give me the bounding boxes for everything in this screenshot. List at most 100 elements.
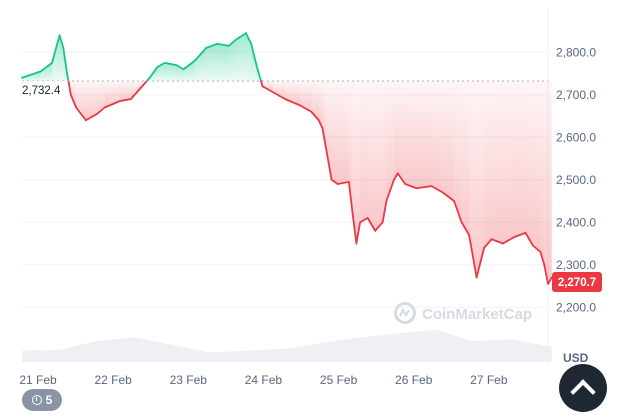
area-segment-41-0 bbox=[367, 80, 376, 231]
area-segment-61-0 bbox=[540, 80, 545, 265]
price-line-segment-26-0 bbox=[255, 64, 262, 82]
reference-price-label: 2,732.4 bbox=[22, 85, 61, 97]
price-line-segment-46-0 bbox=[396, 172, 407, 185]
price-line-segment-23-0 bbox=[235, 32, 247, 41]
price-line-segment-51-0 bbox=[453, 200, 463, 224]
area-segment-25-0 bbox=[251, 43, 257, 81]
price-line-segment-0-0 bbox=[21, 70, 42, 79]
price-line-segment-42-0 bbox=[374, 221, 384, 232]
price-line-segment-50-0 bbox=[441, 191, 455, 202]
area-segment-62-0 bbox=[544, 80, 548, 284]
price-line-segment-33-0 bbox=[321, 127, 328, 151]
area-segment-22-0 bbox=[228, 39, 237, 81]
price-line-segment-10-0 bbox=[103, 100, 121, 109]
area-segment-11-0 bbox=[119, 80, 131, 102]
history-count: 5 bbox=[45, 393, 53, 407]
area-segment-56-0 bbox=[491, 80, 503, 244]
price-line-segment-14-0 bbox=[148, 66, 159, 79]
area-segment-59-0 bbox=[525, 80, 533, 246]
price-line-segment-41-0 bbox=[366, 217, 377, 232]
area-segment-38-0 bbox=[352, 80, 357, 244]
area-segment-10-0 bbox=[104, 80, 120, 108]
price-line-segment-27-0 bbox=[261, 85, 275, 94]
area-segment-58-0 bbox=[514, 80, 526, 238]
price-line-segment-25-0 bbox=[250, 42, 258, 66]
price-line-segment-1-0 bbox=[39, 61, 53, 73]
area-segment-18-0 bbox=[183, 60, 195, 81]
area-segment-2-0 bbox=[52, 35, 60, 81]
area-segment-27-0 bbox=[262, 80, 274, 93]
price-line-segment-39-0 bbox=[355, 221, 362, 245]
price-line-segment-5-1 bbox=[67, 80, 72, 96]
current-price-label: 2,270.7 bbox=[558, 277, 596, 289]
price-line-segment-16-0 bbox=[163, 61, 177, 66]
coinmarketcap-logo-icon bbox=[394, 302, 416, 324]
price-line-segment-63-0 bbox=[547, 276, 553, 285]
price-line-segment-56-0 bbox=[490, 238, 504, 245]
area-segment-45-0 bbox=[393, 80, 398, 180]
y-tick-label-1: 2,300.0 bbox=[556, 258, 596, 272]
price-line-segment-2-0 bbox=[51, 34, 61, 64]
area-segment-54-0 bbox=[476, 80, 485, 278]
area-segment-60-0 bbox=[532, 80, 541, 252]
price-line-segment-30-0 bbox=[299, 104, 313, 113]
price-line-segment-13-0 bbox=[137, 80, 148, 92]
area-segment-55-0 bbox=[484, 80, 492, 248]
area-segment-19-0 bbox=[194, 48, 207, 81]
price-line-segment-40-0 bbox=[359, 217, 369, 224]
area-segment-16-0 bbox=[164, 62, 177, 81]
watermark-text: CoinMarketCap bbox=[422, 306, 532, 323]
price-line-segment-60-0 bbox=[532, 244, 542, 253]
area-segment-53-0 bbox=[469, 80, 477, 278]
area-segment-51-0 bbox=[454, 80, 462, 223]
x-tick-label-1: 22 Feb bbox=[94, 373, 132, 387]
price-line-segment-48-0 bbox=[415, 185, 433, 190]
y-tick-label-2: 2,400.0 bbox=[556, 215, 596, 229]
watermark: CoinMarketCap bbox=[394, 302, 532, 324]
price-line-segment-32-0 bbox=[317, 119, 324, 130]
price-line-segment-62-0 bbox=[543, 263, 549, 285]
price-line-segment-47-0 bbox=[404, 183, 418, 190]
area-segment-35-0 bbox=[331, 80, 338, 184]
area-segment-43-0 bbox=[382, 80, 387, 223]
history-button[interactable]: 5 bbox=[22, 389, 62, 411]
price-line-segment-53-0 bbox=[468, 234, 478, 279]
price-line-segment-19-0 bbox=[193, 47, 208, 62]
y-tick-label-3: 2,500.0 bbox=[556, 173, 596, 187]
price-line-segment-20-0 bbox=[205, 42, 219, 49]
area-segment-12-0 bbox=[130, 80, 139, 99]
x-tick-label-6: 27 Feb bbox=[470, 373, 508, 387]
price-line-segment-58-0 bbox=[513, 231, 527, 239]
area-segment-28-0 bbox=[273, 80, 285, 99]
area-segment-50-0 bbox=[442, 80, 455, 201]
price-line-segment-55-0 bbox=[483, 238, 493, 249]
reference-price-label-group: 2,732.4 bbox=[18, 81, 68, 98]
price-line-segment-38-0 bbox=[351, 212, 358, 245]
y-tick-label-0: 2,200.0 bbox=[556, 300, 596, 314]
price-line-segment-61-0 bbox=[539, 251, 546, 266]
area-segment-30-0 bbox=[300, 80, 312, 112]
price-line-segment-34-0 bbox=[325, 149, 333, 181]
area-segment-29-0 bbox=[285, 80, 301, 106]
price-line-segment-6-0 bbox=[69, 93, 78, 109]
area-segment-36-0 bbox=[337, 80, 349, 184]
back-to-top-button[interactable] bbox=[559, 364, 607, 412]
price-line-segment-31-0 bbox=[310, 110, 320, 122]
x-tick-label-4: 25 Feb bbox=[320, 373, 358, 387]
price-line-segment-21-0 bbox=[216, 42, 230, 47]
area-segment-1-0 bbox=[40, 62, 53, 81]
volume-area bbox=[22, 329, 552, 362]
price-line-segment-22-0 bbox=[227, 38, 238, 47]
price-line-segment-49-0 bbox=[430, 185, 444, 194]
price-line-segment-37-0 bbox=[347, 180, 354, 215]
area-segment-46-0 bbox=[397, 80, 406, 184]
area-segment-37-0 bbox=[348, 80, 353, 214]
unit-label: USD bbox=[563, 351, 589, 365]
area-segment-48-0 bbox=[416, 80, 432, 189]
price-line-segment-28-0 bbox=[272, 91, 286, 100]
price-line-segment-24-0 bbox=[245, 32, 253, 45]
area-segment-47-0 bbox=[405, 80, 417, 189]
area-segment-40-0 bbox=[360, 80, 368, 223]
price-line-segment-59-0 bbox=[524, 231, 534, 247]
